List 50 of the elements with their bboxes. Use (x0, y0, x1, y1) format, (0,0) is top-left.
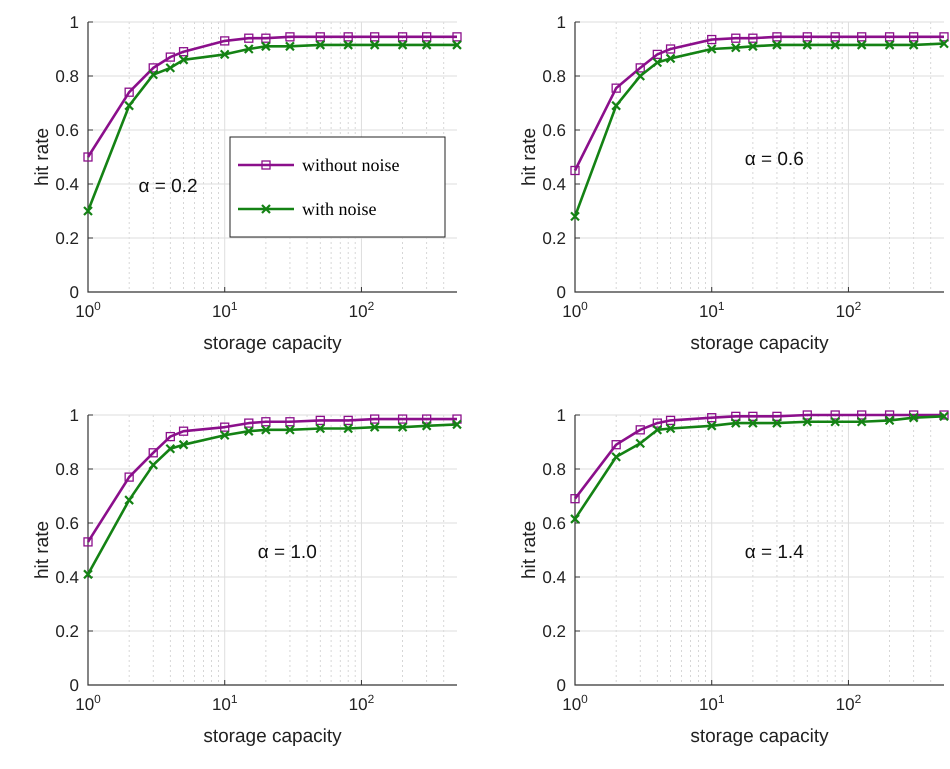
y-tick-label: 0.8 (55, 67, 79, 86)
y-tick-label: 0.6 (55, 514, 79, 533)
y-axis-title: hit rate (32, 128, 53, 186)
x-tick-label: 10$^{2}$ (836, 299, 862, 321)
y-axis-title: hit rate (32, 520, 53, 580)
y-axis-title: hit rate (519, 128, 540, 186)
y-tick-label: 1 (70, 406, 79, 425)
y-tick-label: 0.2 (542, 229, 566, 248)
y-tick-label: 0.8 (542, 460, 566, 479)
x-tick-label: 10$^{0}$ (75, 692, 102, 714)
y-tick-label: 0 (556, 283, 566, 302)
legend-label: with noise (302, 199, 377, 219)
y-tick-label: 0.8 (55, 460, 79, 479)
y-tick-label: 0 (70, 676, 79, 695)
y-tick-label: 0.4 (55, 568, 79, 587)
y-tick-label: 0.8 (542, 67, 566, 86)
y-tick-label: 0.6 (542, 121, 566, 140)
x-tick-label: 10$^{2}$ (348, 299, 375, 321)
x-tick-label: 10$^{1}$ (212, 299, 238, 321)
y-tick-label: 0.4 (542, 568, 566, 587)
y-tick-label: 0 (70, 283, 79, 302)
x-tick-label: 10$^{0}$ (75, 299, 102, 321)
y-tick-label: 1 (70, 13, 79, 32)
x-tick-label: 10$^{1}$ (698, 692, 725, 714)
annotation: α = 0.2 (138, 176, 198, 198)
y-axis-title: hit rate (519, 520, 540, 580)
y-tick-label: 0.4 (542, 175, 566, 194)
x-axis-title: storage capacity (690, 333, 830, 354)
y-tick-label: 0.6 (55, 121, 79, 140)
y-tick-label: 0.2 (542, 622, 566, 641)
x-tick-label: 10$^{0}$ (562, 299, 588, 321)
y-tick-label: 0.4 (55, 175, 79, 194)
annotation: α = 1.4 (744, 542, 804, 564)
annotation: α = 1.0 (258, 542, 317, 564)
y-tick-label: 0.6 (542, 514, 566, 533)
y-tick-label: 0.2 (55, 229, 79, 248)
y-tick-label: 1 (556, 13, 566, 32)
x-axis-title: storage capacity (203, 726, 342, 747)
y-tick-label: 0.2 (55, 622, 79, 641)
x-tick-label: 10$^{1}$ (212, 692, 238, 714)
annotation: α = 0.6 (744, 149, 804, 170)
x-axis-title: storage capacity (690, 726, 830, 747)
y-tick-label: 0 (556, 676, 566, 695)
x-tick-label: 10$^{0}$ (562, 692, 588, 714)
x-axis-title: storage capacity (203, 333, 342, 354)
legend-label: without noise (302, 155, 400, 175)
x-tick-label: 10$^{2}$ (836, 692, 862, 714)
y-tick-label: 1 (556, 406, 566, 425)
x-tick-label: 10$^{2}$ (348, 692, 375, 714)
x-tick-label: 10$^{1}$ (698, 299, 725, 321)
